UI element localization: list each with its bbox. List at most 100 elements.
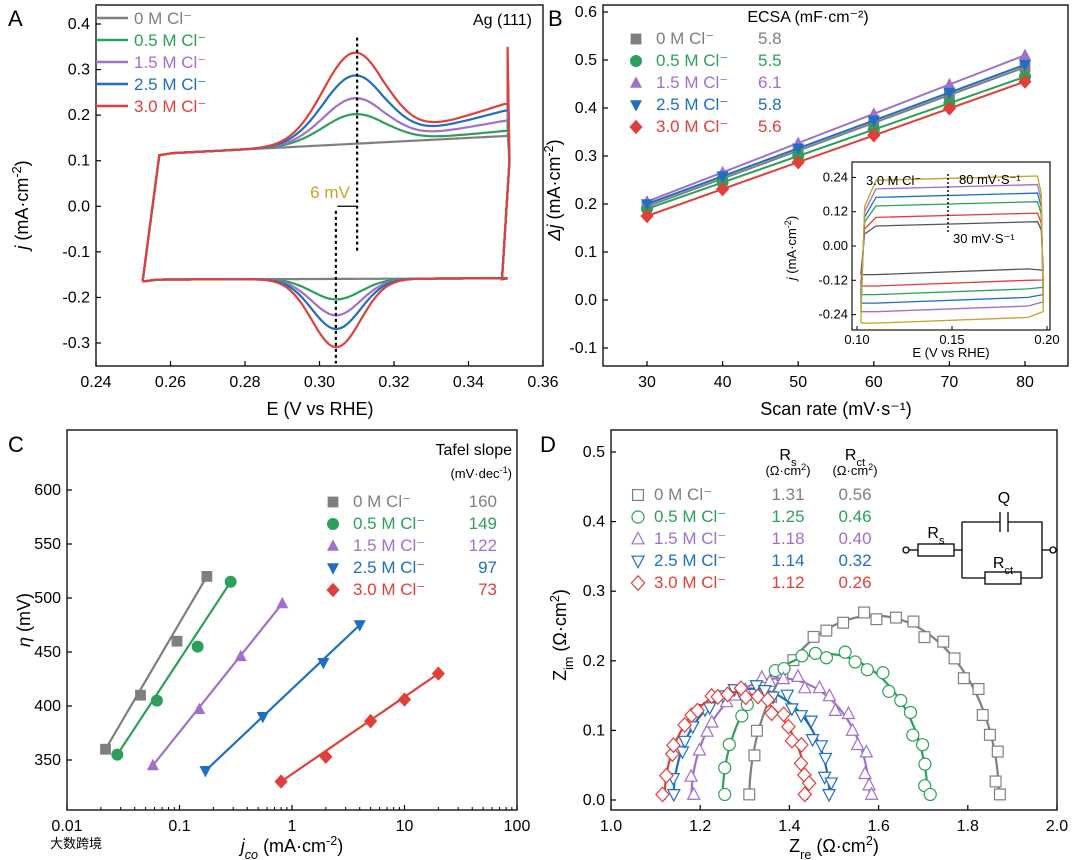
y-tick-label: 600: [34, 482, 61, 499]
inset-bottom-label: 30 mV·S⁻¹: [953, 231, 1015, 246]
legend-marker: [631, 555, 645, 569]
rs-resistor: [917, 543, 955, 557]
data-point: [776, 670, 791, 685]
legend-value: 97: [478, 558, 497, 577]
inset-y-tick-label: 0.24: [823, 169, 848, 184]
data-point: [923, 787, 937, 802]
x-tick-label: 10: [396, 818, 414, 835]
plot-frame: [66, 429, 518, 811]
legend-rs-value: 1.12: [771, 573, 804, 592]
legend-label: 1.5 M Cl⁻: [654, 529, 726, 548]
circuit-terminal: [1049, 546, 1057, 554]
x-tick-label: 50: [789, 374, 807, 391]
y-tick-label: 0.2: [575, 196, 597, 213]
legend-label: 2.5 M Cl⁻: [654, 551, 726, 570]
data-point: [937, 635, 950, 648]
data-point: [1019, 48, 1031, 60]
legend-marker: [327, 563, 339, 575]
data-point: [837, 616, 850, 629]
tafel-fit: [116, 581, 232, 756]
data-point: [718, 787, 732, 802]
data-point: [716, 171, 729, 183]
x-tick-label: 0.1: [168, 818, 190, 835]
data-point: [818, 752, 833, 767]
data-point: [702, 702, 717, 716]
data-point: [822, 789, 837, 803]
data-point: [364, 713, 378, 729]
data-point: [867, 128, 881, 143]
legend-label: 1.5 M Cl⁻: [353, 536, 425, 555]
legend-unit: (mV·dec-1): [450, 465, 512, 481]
inset-cv-curve: [860, 175, 1044, 324]
q-label: Q: [998, 490, 1010, 507]
y-tick-label: -0.1: [569, 340, 597, 357]
x-tick-label: 70: [941, 374, 959, 391]
legend-marker: [631, 489, 644, 502]
circuit-wire: [961, 521, 1050, 579]
data-point: [431, 666, 445, 681]
data-point: [686, 786, 701, 800]
legend-marker: [630, 574, 646, 592]
data-point: [794, 710, 809, 724]
cv-curve-0: [141, 133, 511, 283]
legend-rct-value: 0.32: [838, 551, 871, 570]
inset-y-tick-label: 0.12: [823, 204, 848, 219]
y-tick-label: -0.2: [62, 289, 90, 306]
data-point: [193, 702, 206, 715]
data-point: [822, 688, 837, 702]
y-tick-label: 0.1: [68, 153, 90, 170]
fit-line: [646, 75, 1026, 210]
data-point: [317, 658, 330, 670]
panel-letter: D: [540, 432, 556, 457]
legend-rs-value: 1.18: [771, 529, 804, 548]
data-point: [862, 777, 877, 791]
data-point: [795, 649, 809, 663]
y-tick-label: -0.1: [62, 244, 90, 261]
data-point: [804, 715, 819, 729]
data-point: [894, 693, 908, 708]
legend-value: 5.8: [758, 95, 782, 114]
x-axis-label: Scan rate (mV·s⁻¹): [760, 399, 912, 419]
inset-x-axis-label: E (V vs RHE): [912, 345, 989, 360]
data-point: [889, 611, 902, 624]
data-point: [397, 692, 412, 707]
data-point: [807, 630, 820, 643]
x-axis-label: Zre (Ω·cm2): [789, 834, 879, 860]
data-point: [276, 596, 289, 609]
data-point: [1018, 74, 1032, 89]
panel-annotation: Ag (111): [473, 12, 532, 29]
data-point: [700, 723, 715, 737]
legend-rs-value: 1.31: [771, 485, 804, 504]
data-point: [824, 777, 839, 791]
y-tick-label: 500: [34, 590, 61, 607]
legend-value: 149: [469, 514, 497, 533]
legend-label: 0.5 M Cl⁻: [353, 514, 425, 533]
panel-letter: B: [548, 6, 563, 31]
legend-marker: [631, 510, 645, 524]
panel-a: 0.24 0.26 0.28 0.30 0.32 0.34 0.36 0.4 0.3 0.2 0.1…: [8, 4, 559, 419]
legend-value: 160: [469, 492, 497, 511]
legend-label: 2.5 M Cl⁻: [656, 95, 728, 114]
legend-value: 6.1: [758, 73, 782, 92]
x-tick-label: 0.26: [155, 374, 186, 391]
y-tick-label: 0.0: [575, 292, 597, 309]
x-tick-label: 1.8: [957, 818, 979, 835]
data-point: [100, 743, 111, 755]
legend-marker: [630, 76, 642, 88]
data-point: [976, 708, 989, 721]
legend-label: 0.5 M Cl⁻: [654, 507, 726, 526]
data-point: [819, 651, 833, 665]
y-tick-label: 0.2: [583, 653, 605, 670]
data-point: [828, 702, 843, 716]
legend-label: 0 M Cl⁻: [654, 485, 712, 504]
equivalent-circuit: [902, 512, 1057, 585]
rct-resistor: [984, 571, 1022, 585]
x-tick-label: 60: [865, 374, 883, 391]
legend-rs-value: 1.25: [771, 507, 804, 526]
panel-letter: A: [8, 6, 23, 31]
y-tick-label: 0.6: [575, 4, 597, 21]
legend-marker: [630, 33, 642, 45]
data-point: [664, 745, 680, 763]
y-tick-label: 0.5: [575, 52, 597, 69]
